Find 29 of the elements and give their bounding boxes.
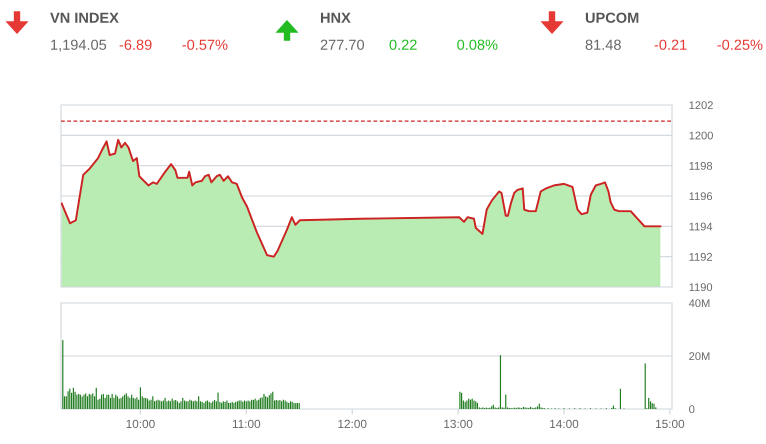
category-label: UPCOM [586,12,638,23]
text: -0.57% [182,40,228,50]
data-label: -6.89 [120,40,152,50]
line-series [61,138,662,258]
data-label: 0.22 [390,40,417,50]
category-label: HNX [320,12,351,23]
y-tick-label: 1194 [690,222,712,230]
text: -0.25% [717,40,762,50]
text: 81.48 [586,40,621,50]
y-tick-label: 1192 [690,252,712,261]
y-tick-label: 0 [689,405,694,414]
x-tick-label: 11:00 [232,420,260,428]
y-tick-label: 1198 [690,162,712,170]
y-tick-label: 20M [689,352,710,360]
y-tick-label: 1190 [690,283,712,292]
data-label: -0.21 [654,40,687,50]
x-tick-label: 14:00 [550,420,578,428]
text: 0.08% [457,40,498,50]
x-tick-label: 12:00 [338,420,367,428]
y-tick-label: 40M [688,299,710,308]
y-tick-label: 1196 [690,192,712,200]
x-tick-label: 15:00 [656,420,684,428]
y-tick-label: 1202 [690,101,713,110]
x-tick-label: 13:00 [444,420,472,428]
x-tick-label: 10:00 [126,420,155,428]
text: 1,194.05 [51,40,106,52]
y-tick-label: 1200 [690,132,713,140]
category-label: VN INDEX [50,12,119,23]
text: 277.70 [320,40,364,50]
